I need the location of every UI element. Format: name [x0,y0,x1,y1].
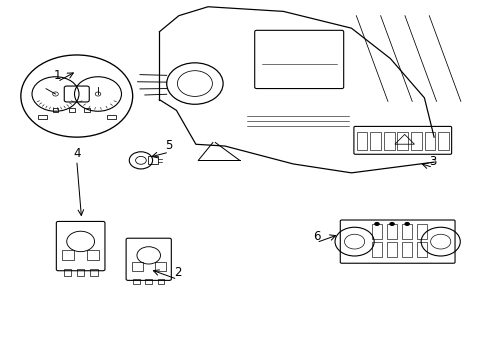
Bar [158,279,164,284]
Bar [131,262,142,271]
Text: 3: 3 [428,154,436,167]
Bar [62,250,74,260]
Bar [386,242,396,257]
Bar [386,224,396,239]
Text: 4: 4 [73,148,81,161]
Text: 5: 5 [165,139,172,152]
Bar [38,115,46,119]
Bar [383,132,394,150]
Text: 1: 1 [54,69,61,82]
Text: 2: 2 [173,266,181,279]
Bar [410,132,421,150]
Bar [145,279,152,284]
Bar [424,132,434,150]
Bar [401,242,411,257]
Bar [356,132,366,150]
Bar [87,250,99,260]
Bar [155,262,165,271]
Bar [53,108,58,112]
Circle shape [373,222,379,226]
Bar [90,269,98,276]
Bar [84,108,89,112]
Bar [397,132,407,150]
Bar [69,108,75,112]
Bar [77,269,84,276]
Bar [437,132,448,150]
Circle shape [404,222,409,226]
Bar [371,224,381,239]
Text: 6: 6 [312,230,320,243]
Bar [416,242,427,257]
Bar [369,132,380,150]
Bar [416,224,427,239]
Circle shape [388,222,394,226]
Bar [63,269,71,276]
Bar [133,279,140,284]
Bar [107,115,116,119]
Bar [401,224,411,239]
Bar [371,242,381,257]
Bar [147,157,158,164]
